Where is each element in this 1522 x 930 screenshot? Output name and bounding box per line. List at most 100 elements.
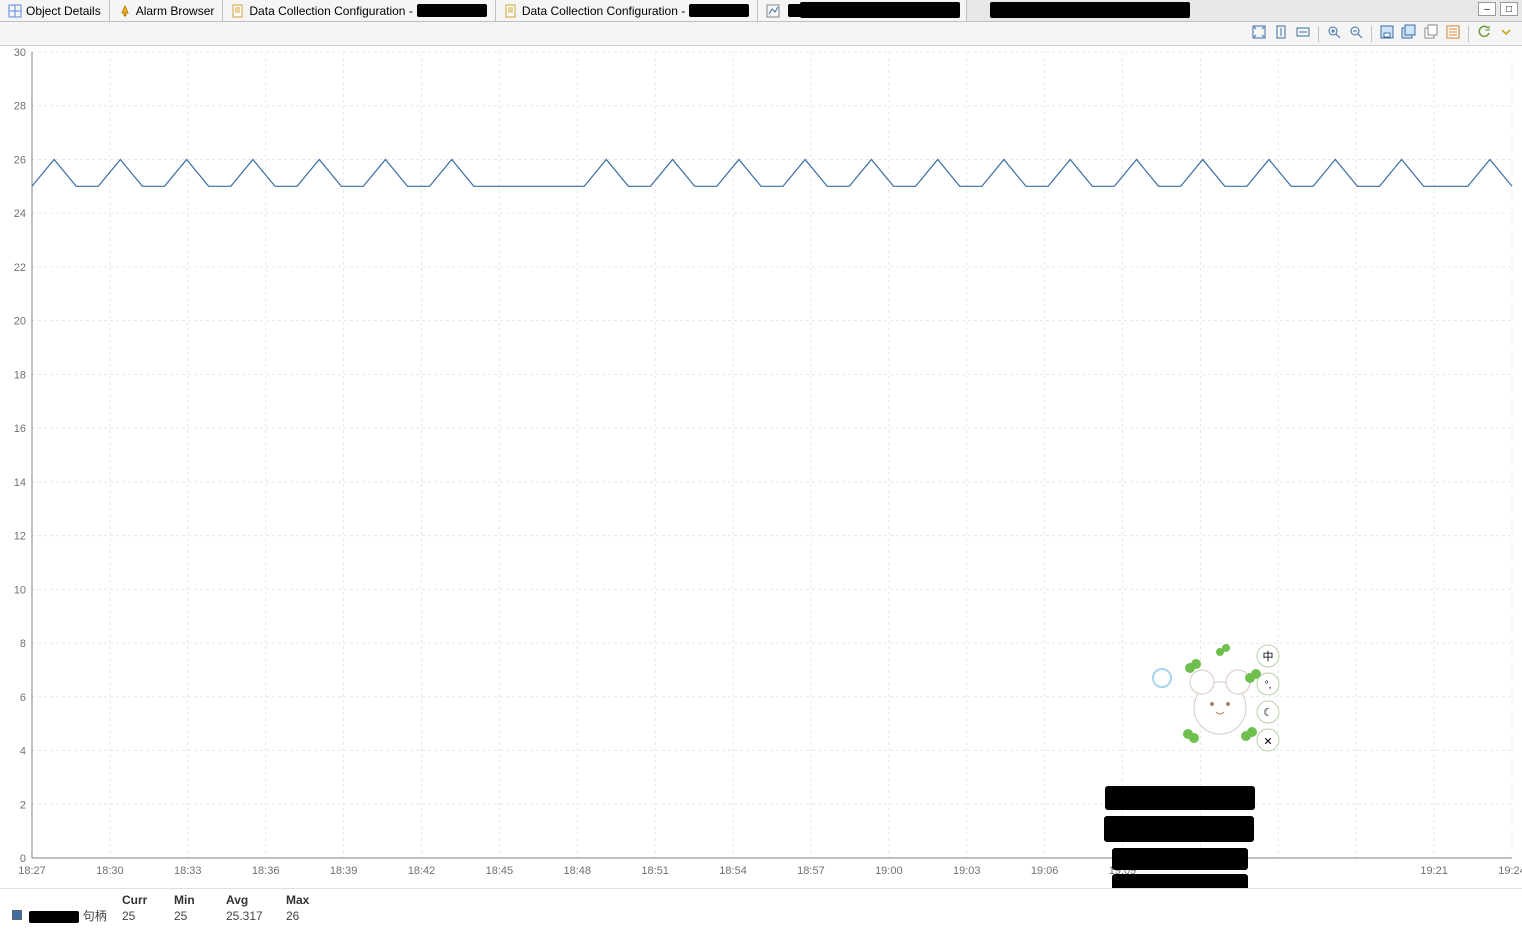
tab-2[interactable]: Data Collection Configuration - — [223, 0, 495, 21]
svg-text:16: 16 — [14, 423, 26, 435]
svg-text:24: 24 — [14, 208, 26, 220]
maximize-button[interactable]: □ — [1500, 2, 1518, 16]
page-icon — [231, 4, 245, 18]
svg-text:2: 2 — [20, 799, 26, 811]
bell-icon — [118, 4, 132, 18]
svg-text:10: 10 — [14, 584, 26, 596]
save-button[interactable] — [1377, 24, 1397, 44]
svg-text:18: 18 — [14, 369, 26, 381]
tab-0[interactable]: Object Details — [0, 0, 110, 21]
svg-text:18:42: 18:42 — [408, 865, 436, 877]
svg-text:0: 0 — [20, 853, 26, 865]
svg-text:8: 8 — [20, 638, 26, 650]
minimize-button[interactable]: – — [1478, 2, 1496, 16]
svg-text:18:30: 18:30 — [96, 865, 124, 877]
redacted-block — [1112, 848, 1248, 870]
svg-text:18:39: 18:39 — [330, 865, 358, 877]
fit-y-button[interactable] — [1271, 24, 1291, 44]
line-chart: 02468101214161820222426283018:2718:3018:… — [0, 46, 1522, 888]
svg-text:18:27: 18:27 — [18, 865, 46, 877]
tab-label: Alarm Browser — [136, 4, 215, 18]
chart-toolbar — [0, 22, 1522, 46]
mascot-overlay: 中 °, ☾ ✕ — [1150, 638, 1300, 758]
chart-icon — [766, 4, 780, 18]
save-all-icon — [1401, 24, 1417, 43]
menu-button[interactable] — [1496, 24, 1516, 44]
svg-text:18:51: 18:51 — [641, 865, 669, 877]
tab-label: Data Collection Configuration - — [522, 4, 685, 18]
legend-series-name[interactable]: 句柄 — [12, 907, 122, 924]
copy-icon — [1423, 24, 1439, 43]
svg-text:6: 6 — [20, 692, 26, 704]
legend-header-min: Min — [174, 893, 226, 907]
zoom-out-icon — [1348, 24, 1364, 43]
settings-button[interactable] — [1443, 24, 1463, 44]
legend-max: 26 — [286, 909, 338, 923]
tab-3[interactable]: Data Collection Configuration - — [496, 0, 758, 21]
svg-text:☾: ☾ — [1263, 707, 1273, 719]
copy-button[interactable] — [1421, 24, 1441, 44]
svg-text:✕: ✕ — [1263, 736, 1272, 748]
legend-curr: 25 — [122, 909, 174, 923]
svg-text:18:54: 18:54 — [719, 865, 747, 877]
svg-text:4: 4 — [20, 746, 26, 758]
svg-text:18:57: 18:57 — [797, 865, 825, 877]
redacted-text — [990, 2, 1190, 18]
svg-text:19:03: 19:03 — [953, 865, 981, 877]
svg-text:18:48: 18:48 — [563, 865, 591, 877]
page-icon — [504, 4, 518, 18]
legend-header-avg: Avg — [226, 893, 286, 907]
svg-text:30: 30 — [14, 47, 26, 59]
redacted-block — [1105, 786, 1255, 810]
svg-text:14: 14 — [14, 477, 26, 489]
grid-icon — [8, 4, 22, 18]
refresh-icon — [1476, 24, 1492, 43]
legend-header-max: Max — [286, 893, 338, 907]
svg-text:22: 22 — [14, 262, 26, 274]
window-controls: – □ — [1478, 2, 1518, 16]
fit-all-icon — [1251, 24, 1267, 43]
zoom-in-icon — [1326, 24, 1342, 43]
tab-label: Data Collection Configuration - — [249, 4, 412, 18]
refresh-button[interactable] — [1474, 24, 1494, 44]
tab-1[interactable]: Alarm Browser — [110, 0, 224, 21]
svg-text:19:24: 19:24 — [1498, 865, 1522, 877]
redacted-text — [417, 4, 487, 17]
legend-row: Curr Min Avg Max 句柄 25 25 25.317 26 — [0, 888, 1522, 930]
redacted-text — [689, 4, 749, 17]
zoom-out-button[interactable] — [1346, 24, 1366, 44]
svg-text:28: 28 — [14, 101, 26, 113]
chart-area: 02468101214161820222426283018:2718:3018:… — [0, 46, 1522, 888]
legend-avg: 25.317 — [226, 909, 286, 923]
tab-label: Object Details — [26, 4, 101, 18]
menu-icon — [1498, 24, 1514, 43]
svg-text:19:21: 19:21 — [1420, 865, 1448, 877]
settings-icon — [1445, 24, 1461, 43]
svg-text:20: 20 — [14, 316, 26, 328]
save-all-button[interactable] — [1399, 24, 1419, 44]
fit-x-button[interactable] — [1293, 24, 1313, 44]
svg-text:19:06: 19:06 — [1031, 865, 1059, 877]
fit-x-icon — [1295, 24, 1311, 43]
toolbar-separator — [1371, 26, 1372, 42]
svg-text:°,: °, — [1265, 680, 1272, 691]
save-icon — [1379, 24, 1395, 43]
tab-bar: Object Details Alarm Browser Data Collecti… — [0, 0, 1522, 22]
svg-text:19:00: 19:00 — [875, 865, 903, 877]
svg-text:中: 中 — [1263, 650, 1274, 663]
svg-text:18:36: 18:36 — [252, 865, 280, 877]
legend-header-curr: Curr — [122, 893, 174, 907]
svg-text:12: 12 — [14, 531, 26, 543]
fit-all-button[interactable] — [1249, 24, 1269, 44]
zoom-in-button[interactable] — [1324, 24, 1344, 44]
redacted-text — [800, 2, 960, 18]
toolbar-separator — [1468, 26, 1469, 42]
svg-text:18:33: 18:33 — [174, 865, 202, 877]
legend-min: 25 — [174, 909, 226, 923]
fit-y-icon — [1273, 24, 1289, 43]
redacted-text — [29, 911, 79, 923]
toolbar-separator — [1318, 26, 1319, 42]
redacted-block — [1104, 816, 1254, 842]
svg-text:18:45: 18:45 — [486, 865, 514, 877]
legend-swatch — [12, 910, 22, 920]
